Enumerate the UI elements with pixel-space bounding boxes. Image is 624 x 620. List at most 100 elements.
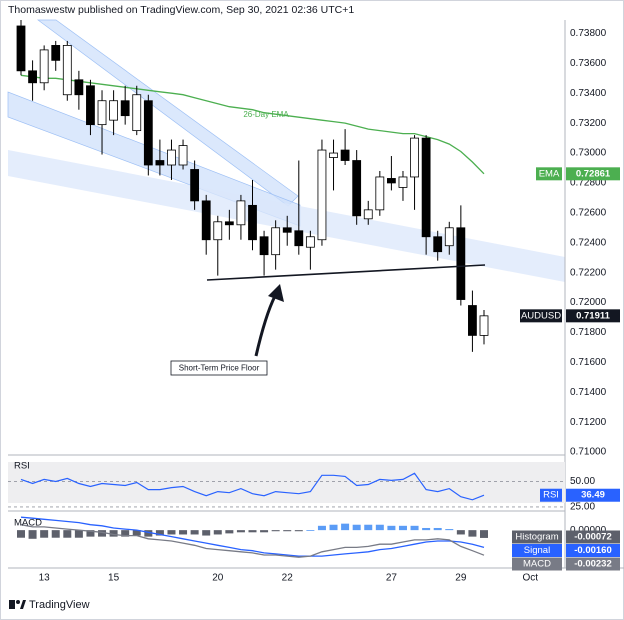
badge	[512, 530, 562, 544]
candle-body	[375, 176, 385, 211]
histogram-bar	[341, 523, 350, 531]
badge-name: AUDUSD	[521, 310, 561, 321]
histogram-bar	[260, 530, 269, 533]
histogram-bar	[40, 530, 49, 538]
badge	[566, 544, 620, 557]
x-tick-label: 15	[108, 573, 120, 584]
histogram-bar	[63, 530, 72, 538]
candle-body	[109, 100, 118, 121]
candle-body	[39, 49, 49, 84]
histogram-bar	[28, 530, 37, 539]
header: Thomaswestw published on TradingView.com…	[8, 4, 354, 16]
histogram-bar	[375, 524, 384, 531]
candle-body	[248, 204, 257, 241]
rsi-band	[8, 462, 565, 503]
annotation: 26-Day EMA	[243, 110, 289, 119]
candle-body	[352, 160, 362, 217]
histogram-bar	[132, 530, 141, 536]
y-tick-label: 0.73800	[570, 28, 607, 39]
line	[20, 524, 485, 558]
candle-body	[305, 236, 315, 248]
histogram-bar	[283, 530, 292, 532]
line	[20, 472, 485, 501]
y-tick-label: 0.72400	[570, 237, 607, 248]
candle-body	[51, 45, 61, 61]
plot: 13 15 20 22 27 29 Oct	[8, 20, 565, 584]
x-tick-label: 20	[212, 573, 224, 584]
histogram-bar	[480, 530, 488, 538]
candle-body	[132, 94, 142, 132]
badge	[512, 557, 562, 571]
histogram-bar	[74, 530, 83, 538]
candle-body	[143, 100, 153, 166]
x-tick-label: 22	[282, 573, 294, 584]
histogram-bar	[422, 527, 431, 531]
badge	[566, 309, 620, 323]
candle-body	[363, 209, 373, 220]
candle-body	[444, 227, 454, 247]
candle-body	[271, 227, 281, 256]
y-tick-label: 0.73600	[570, 58, 607, 69]
y-tick-label: 0.00000	[570, 525, 607, 536]
y-tick-label: 0.72600	[570, 207, 607, 218]
footer: TradingView	[29, 599, 90, 611]
candle-body	[155, 160, 165, 166]
y-tick-label: 25.00	[570, 502, 595, 513]
y-tick-label: 0.73200	[570, 118, 607, 129]
histogram-bar	[167, 530, 176, 535]
y-tick-label: 50.00	[570, 476, 595, 487]
logo-mark	[16, 600, 20, 604]
badge-value: -0.00232	[574, 559, 612, 570]
candle-body	[167, 149, 176, 166]
y-tick-label: 0.71600	[570, 357, 607, 368]
badge-name: RSI	[543, 490, 559, 501]
panel-title: RSI	[14, 461, 30, 472]
histogram-bar	[17, 530, 25, 538]
candle-body	[468, 305, 477, 336]
logo-mark	[20, 600, 26, 609]
candle-body	[479, 315, 489, 336]
trendline	[206, 264, 486, 281]
histogram-bar	[456, 530, 465, 535]
arrow-head	[268, 284, 284, 302]
candle-body	[97, 100, 107, 126]
x-tick-label: 29	[455, 573, 467, 584]
histogram-bar	[329, 524, 338, 531]
badge	[540, 488, 562, 502]
candle-body	[28, 70, 37, 84]
histogram-bar	[202, 530, 211, 536]
x-tick-label: Oct	[523, 573, 539, 584]
x-tick-label: 13	[39, 573, 51, 584]
histogram-bar	[387, 525, 396, 531]
histogram-bar	[86, 530, 95, 537]
histogram-bar	[398, 525, 407, 531]
y-tick-label: 0.71200	[570, 417, 607, 428]
histogram-bar	[364, 524, 373, 531]
badge-name: EMA	[539, 168, 560, 179]
candle-body	[190, 169, 200, 202]
candle-body	[329, 152, 338, 158]
histogram-bar	[468, 530, 477, 537]
candle-body	[120, 100, 130, 117]
histogram-bar	[248, 530, 257, 533]
candle-body	[224, 221, 234, 226]
candle-body	[16, 25, 26, 72]
badge-value: 0.71911	[576, 310, 611, 321]
y-tick-label: 0.72200	[570, 267, 607, 278]
candle-body	[398, 176, 408, 188]
candle-body	[74, 79, 84, 96]
histogram-bar	[317, 525, 326, 531]
histogram-bar	[306, 530, 315, 531]
candle-body	[201, 200, 211, 241]
badge	[536, 167, 562, 181]
annotation-box	[170, 360, 268, 376]
histogram-bar	[144, 530, 153, 537]
candle-body	[213, 221, 223, 241]
histogram-bar	[225, 530, 234, 534]
histogram-bar	[352, 524, 361, 531]
badge	[512, 544, 562, 557]
histogram-bar	[213, 530, 222, 535]
x-tick-label: 27	[386, 573, 398, 584]
histogram-bar	[109, 530, 118, 537]
